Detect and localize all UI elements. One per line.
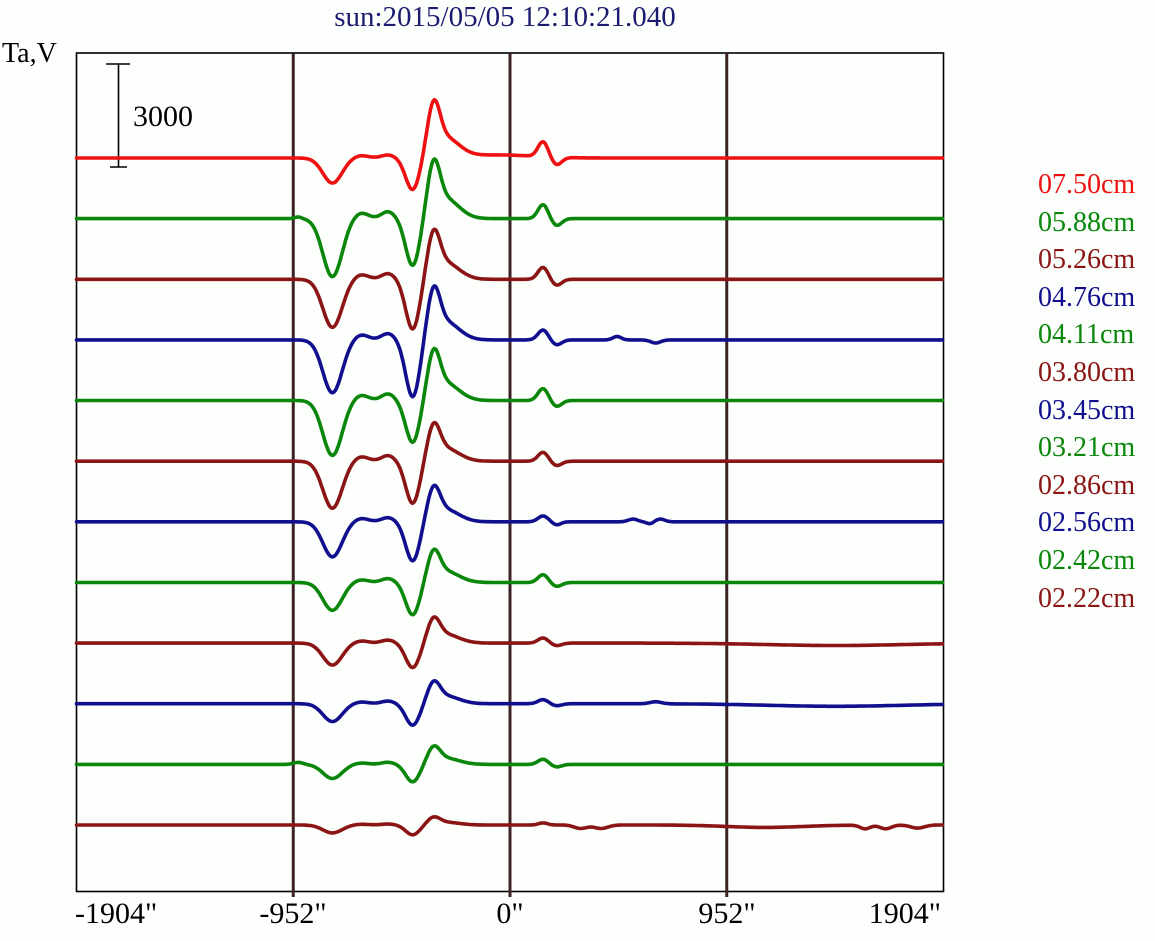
legend-item-04.11cm: 04.11cm — [1038, 319, 1135, 351]
legend-item-03.80cm: 03.80cm — [1038, 356, 1136, 388]
legend-item-03.45cm: 03.45cm — [1038, 394, 1136, 426]
scan-traces — [74, 97, 945, 837]
scale-bar-label: 3000 — [133, 100, 193, 133]
legend-item-02.56cm: 02.56cm — [1038, 507, 1136, 539]
scan-trace-02.42cm — [74, 743, 945, 784]
x-tick-0: 0" — [496, 897, 524, 930]
scan-trace-05.26cm — [74, 227, 945, 331]
legend-item-07.50cm: 07.50cm — [1038, 169, 1136, 200]
legend-item-02.22cm: 02.22cm — [1038, 582, 1136, 614]
scan-trace-02.22cm — [74, 814, 945, 837]
scan-trace-03.21cm — [74, 547, 945, 617]
chart-title: sun:2015/05/05 12:10:21.040 — [334, 1, 676, 33]
y-axis-label: Ta,V — [2, 38, 57, 69]
scan-trace-05.88cm — [74, 157, 945, 279]
x-tick-neg952: -952" — [259, 897, 327, 930]
scan-trace-02.56cm — [74, 678, 945, 728]
x-tick-1904: 1904" — [868, 897, 941, 930]
scan-trace-04.76cm — [74, 283, 945, 399]
legend-item-03.21cm: 03.21cm — [1038, 432, 1136, 464]
legend-item-05.26cm: 05.26cm — [1038, 244, 1136, 276]
wavelength-legend: 07.50cm 05.88cm 05.26cm 04.76cm 04.11cm 03.80… — [1038, 166, 1135, 617]
legend-item-02.42cm: 02.42cm — [1038, 544, 1136, 576]
scan-trace-02.86cm — [74, 615, 945, 670]
legend-item-05.88cm: 05.88cm — [1038, 206, 1136, 238]
scan-trace-07.50cm — [74, 97, 945, 192]
legend-item-02.86cm: 02.86cm — [1038, 469, 1136, 501]
legend-item-04.76cm: 04.76cm — [1038, 281, 1136, 313]
x-tick-neg1904: -1904" — [75, 897, 158, 930]
vertical-gridlines — [291, 53, 729, 897]
scan-trace-04.11cm — [74, 346, 945, 458]
scan-trace-03.80cm — [74, 420, 945, 511]
x-tick-952: 952" — [698, 897, 756, 930]
scan-trace-03.45cm — [74, 483, 945, 563]
amplitude-scale-bar — [106, 63, 130, 168]
